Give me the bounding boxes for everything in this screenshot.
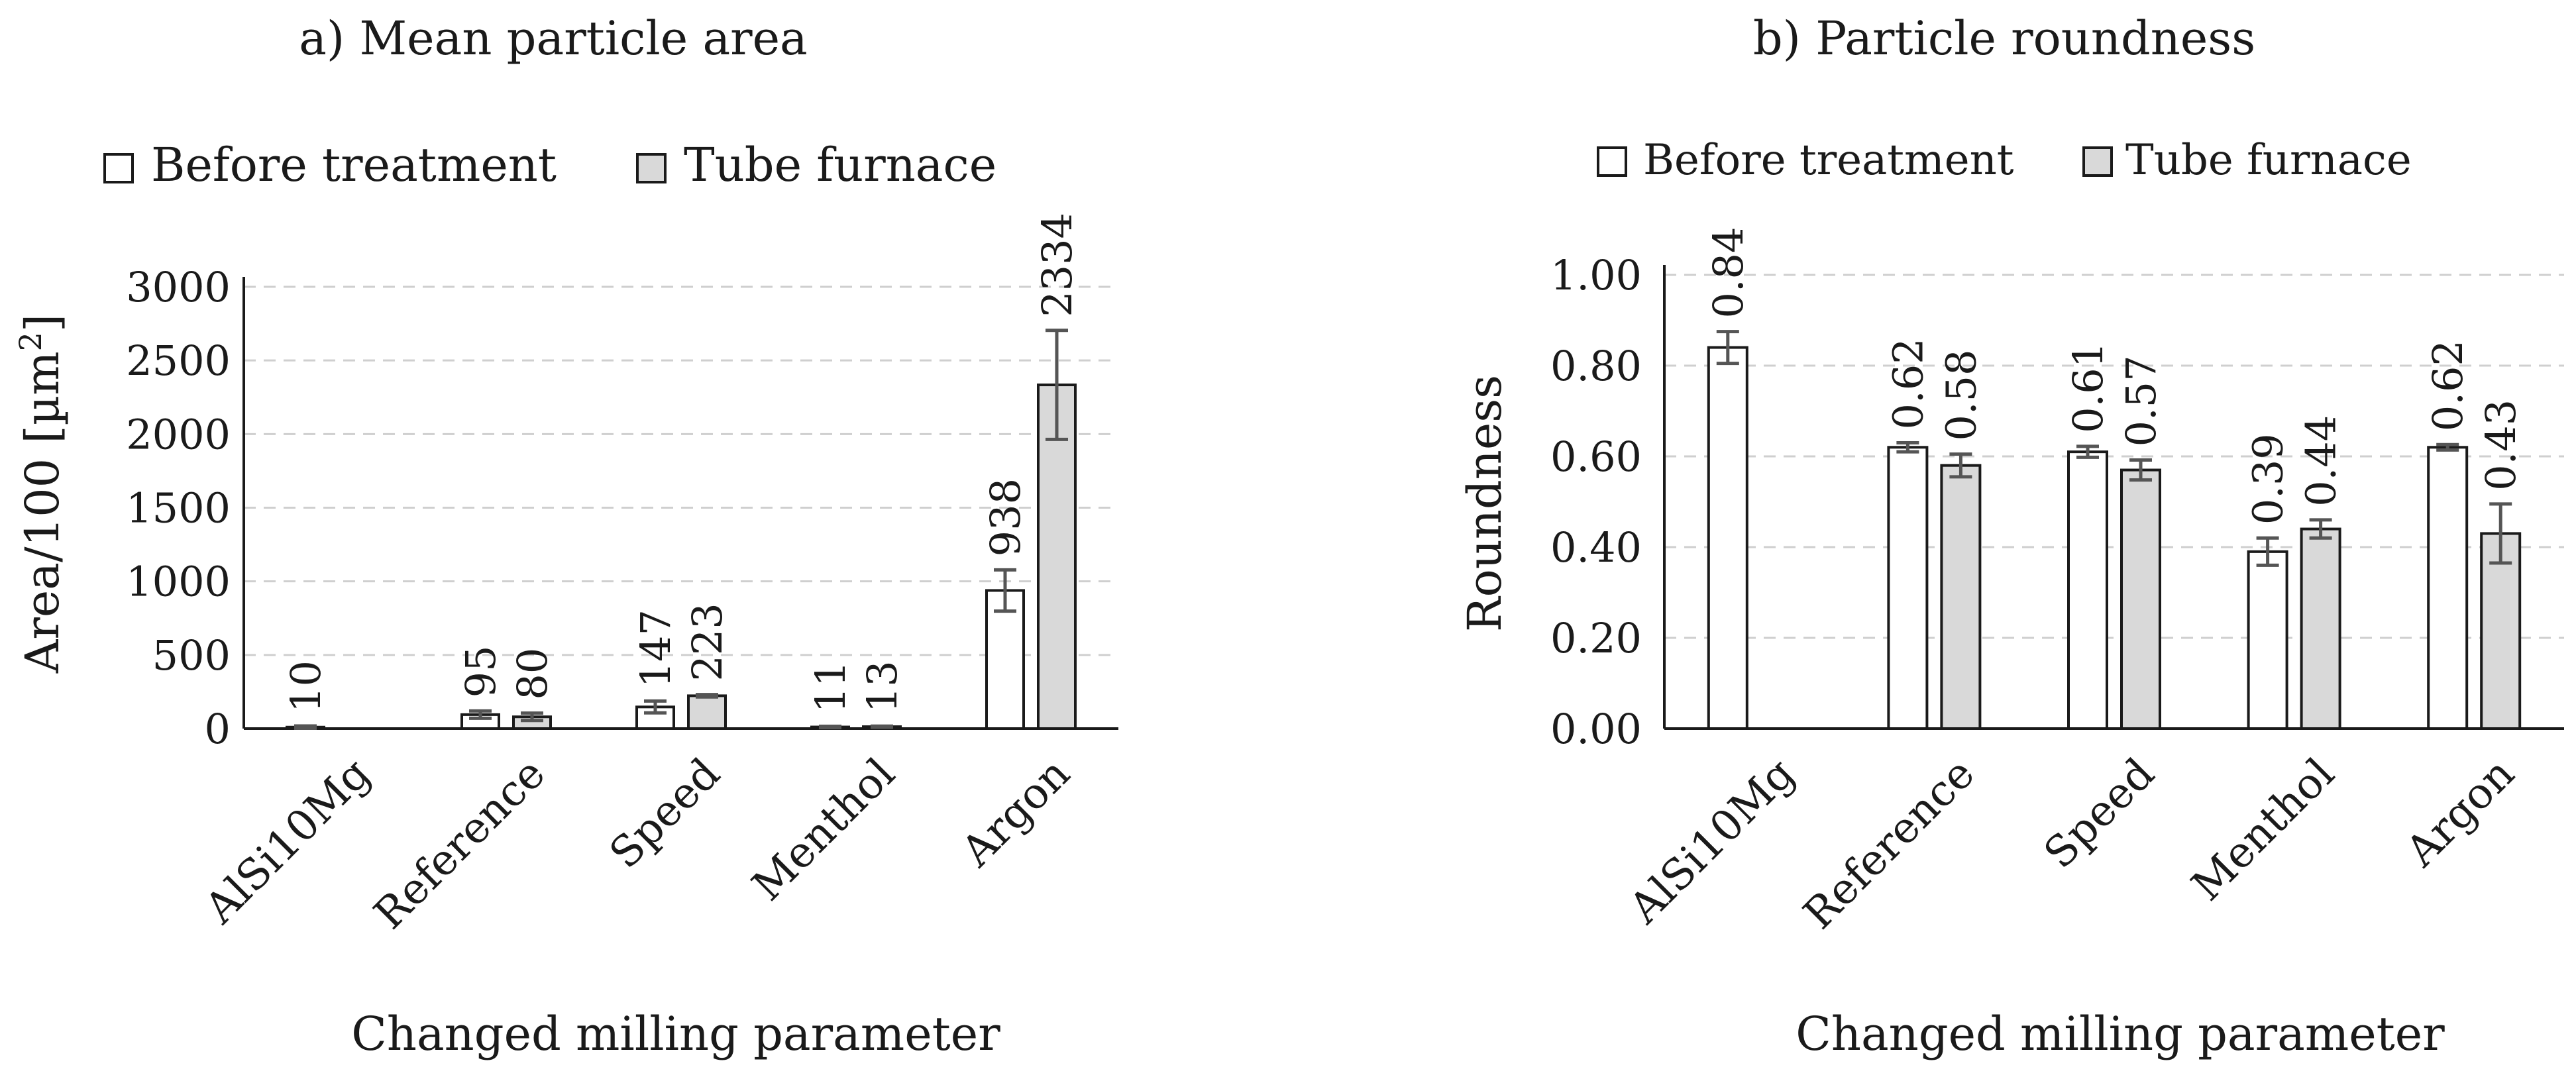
panel-a-legend: Before treatment Tube furnace bbox=[103, 138, 996, 192]
panel-b-data-label: 0.84 bbox=[1704, 227, 1752, 319]
panel-b-y-tick-label: 0.80 bbox=[1550, 342, 1642, 390]
panel-a-category-label: Argon bbox=[952, 749, 1080, 877]
panel-a-data-label: 938 bbox=[981, 478, 1030, 556]
panel-a-y-tick-label: 1500 bbox=[126, 484, 231, 533]
panel-b-bar-speed-before bbox=[2067, 450, 2108, 731]
panel-a-legend-label-before: Before treatment bbox=[151, 138, 557, 192]
panel-b-data-label: 0.44 bbox=[2297, 415, 2345, 507]
panel-a-y-tick-label: 2000 bbox=[126, 410, 231, 458]
panel-b-x-axis-label: Changed milling parameter bbox=[1796, 1007, 2445, 1061]
panel-b-y-axis-label: Roundness bbox=[1458, 375, 1512, 632]
panel-b-data-label: 0.61 bbox=[2064, 342, 2112, 433]
panel-a-x-axis-label: Changed milling parameter bbox=[351, 1007, 1000, 1061]
panel-a-data-label: 223 bbox=[683, 603, 731, 681]
panel-a-legend-swatch-before bbox=[103, 153, 134, 183]
panel-b-y-tick-label: 0.20 bbox=[1550, 614, 1642, 662]
panel-b-data-label: 0.43 bbox=[2477, 399, 2525, 491]
panel-b-title: b) Particle roundness bbox=[1753, 11, 2255, 66]
panel-b-data-label: 0.62 bbox=[1884, 338, 1932, 429]
panel-a-data-label: 80 bbox=[508, 648, 557, 700]
panel-b-bar-speed-tube bbox=[2120, 468, 2161, 730]
panel-a-mean-particle-area: a) Mean particle area Before treatment T… bbox=[13, 11, 1118, 1061]
panel-b-bar-reference-before bbox=[1887, 446, 1929, 730]
panel-b-legend-swatch-tube bbox=[2082, 146, 2113, 177]
panel-a-data-label: 10 bbox=[282, 660, 330, 713]
panel-a-y-tick-label: 500 bbox=[152, 631, 231, 680]
panel-b-category-label: Speed bbox=[2035, 749, 2164, 878]
panel-b-bar-alsi10mg-before bbox=[1707, 346, 1748, 730]
panel-b-category-label: AlSi10Mg bbox=[1620, 749, 1805, 934]
panel-a-bar-speed-tube bbox=[687, 694, 727, 731]
panel-b-bar-argon-tube bbox=[2480, 532, 2522, 730]
panel-b-legend-label-tube: Tube furnace bbox=[2125, 136, 2412, 185]
panel-b-particle-roundness: b) Particle roundness Before treatment T… bbox=[1458, 11, 2564, 1061]
panel-a-data-label: 95 bbox=[456, 645, 505, 697]
panel-a-bar-argon-before bbox=[985, 589, 1025, 731]
panel-a-data-label: 2334 bbox=[1033, 213, 1081, 317]
panel-b-y-tick-label: 0.00 bbox=[1550, 705, 1642, 753]
panel-b-bar-menthol-tube bbox=[2300, 527, 2341, 730]
panel-b-category-label: Menthol bbox=[2182, 749, 2344, 911]
panel-a-legend-label-tube: Tube furnace bbox=[684, 138, 996, 192]
panel-b-data-label: 0.39 bbox=[2244, 433, 2292, 525]
panel-b-category-label: Reference bbox=[1794, 749, 1984, 939]
panel-b-bar-reference-tube bbox=[1940, 464, 1982, 730]
panel-a-y-axis-label: Area/100 [µm2] bbox=[13, 314, 70, 674]
panel-a-data-label: 13 bbox=[858, 660, 906, 713]
panel-b-legend-swatch-before bbox=[1597, 146, 1627, 177]
panel-a-y-tick-label: 1000 bbox=[126, 558, 231, 606]
panel-b-y-tick-label: 1.00 bbox=[1550, 251, 1642, 299]
panel-a-y-tick-label: 0 bbox=[205, 705, 231, 753]
panel-a-y-tick-label: 3000 bbox=[126, 263, 231, 311]
panel-b-category-label: Argon bbox=[2396, 749, 2524, 877]
panel-a-category-label: Speed bbox=[600, 749, 729, 878]
panel-a-data-label: 11 bbox=[806, 661, 855, 713]
panel-a-data-label: 147 bbox=[631, 609, 680, 688]
panel-a-title: a) Mean particle area bbox=[299, 11, 808, 66]
panel-b-bar-argon-before bbox=[2427, 446, 2469, 730]
panel-b-legend: Before treatment Tube furnace bbox=[1597, 136, 2412, 185]
panel-b-data-label: 0.58 bbox=[1937, 350, 1985, 441]
panel-a-y-tick-label: 2500 bbox=[126, 336, 231, 385]
panel-b-bar-menthol-before bbox=[2247, 550, 2288, 730]
panel-b-y-tick-label: 0.60 bbox=[1550, 433, 1642, 481]
panel-b-y-tick-label: 0.40 bbox=[1550, 523, 1642, 572]
panel-a-category-label: Reference bbox=[365, 749, 555, 939]
panel-a-category-label: AlSi10Mg bbox=[195, 749, 380, 934]
panel-a-legend-swatch-tube bbox=[636, 153, 667, 183]
panel-b-data-label: 0.62 bbox=[2424, 340, 2472, 431]
panel-b-data-label: 0.57 bbox=[2117, 355, 2165, 446]
panel-a-category-label: Menthol bbox=[743, 749, 905, 911]
panel-b-legend-label-before: Before treatment bbox=[1643, 136, 2014, 185]
